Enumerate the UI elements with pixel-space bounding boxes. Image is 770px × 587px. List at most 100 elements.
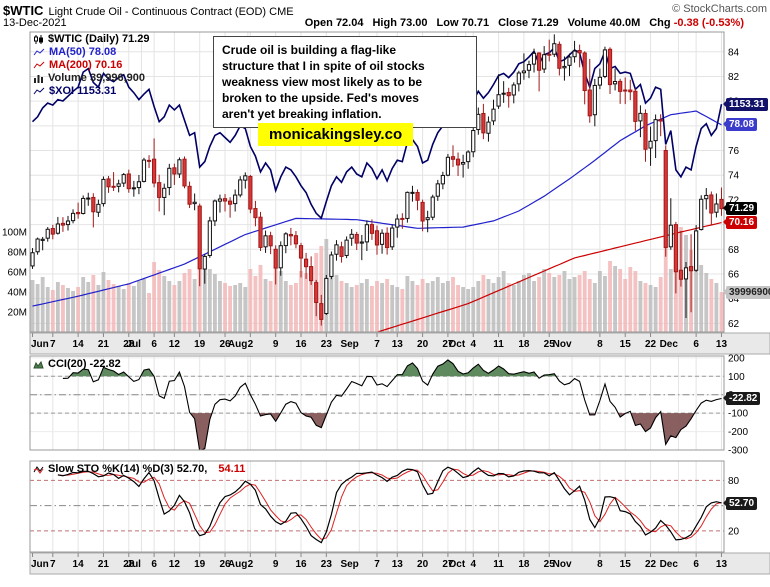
svg-text:6: 6 (693, 559, 699, 570)
legend-price[interactable]: $WTIC (Daily) 71.29 (33, 33, 149, 45)
svg-text:8: 8 (597, 559, 603, 570)
svg-text:18: 18 (518, 339, 530, 350)
sto-k-line (57, 466, 722, 544)
line-icon (33, 48, 45, 57)
svg-text:26: 26 (219, 339, 231, 350)
svg-text:11: 11 (493, 559, 504, 570)
date-axis: JunJun77141421212828JulJul66121219192626… (29, 332, 770, 575)
annotation-line: Crude oil is building a flag-like (222, 43, 397, 57)
stockcharts-copyright-link[interactable]: © StockCharts.com (672, 3, 767, 15)
svg-text:100M: 100M (2, 228, 27, 239)
svg-text:15: 15 (620, 339, 632, 350)
quote-bar: 13-Dec-2021 Open 72.04 High 73.00 Low 70… (3, 17, 744, 29)
quote-close: Close 71.29 (498, 17, 559, 29)
svg-text:Jul: Jul (127, 559, 142, 570)
line-icon (33, 61, 45, 70)
cci-icon (33, 360, 44, 369)
line-icon (33, 87, 45, 96)
sto-d-line (57, 468, 722, 540)
ma50-line (32, 110, 722, 307)
svg-text:27: 27 (442, 559, 454, 570)
svg-text:23: 23 (321, 339, 333, 350)
svg-text:4: 4 (470, 339, 476, 350)
edge-label: -22.82 (723, 392, 761, 405)
chart-date: 13-Dec-2021 (3, 17, 67, 29)
cci-line (62, 359, 722, 450)
svg-text:13: 13 (392, 559, 404, 570)
svg-text:7: 7 (374, 559, 380, 570)
svg-text:20: 20 (417, 559, 429, 570)
symbol-label: $WTIC (3, 3, 44, 18)
svg-text:14: 14 (73, 559, 85, 570)
chart-title: Light Crude Oil - Continuous Contract (E… (48, 6, 294, 18)
edge-label: 71.29 (723, 202, 758, 215)
svg-text:76: 76 (728, 146, 740, 157)
svg-text:82: 82 (728, 72, 740, 83)
svg-text:Jul: Jul (127, 339, 142, 350)
svg-text:13: 13 (392, 339, 404, 350)
svg-text:-300: -300 (728, 446, 748, 457)
svg-text:Oct: Oct (449, 559, 466, 570)
edge-label: 52.70 (723, 497, 758, 510)
annotation-line: weakness view most likely as to be (222, 75, 423, 89)
svg-text:Oct: Oct (449, 339, 466, 350)
legend-cci[interactable]: CCI(20) -22.82 (33, 358, 121, 370)
svg-text:19: 19 (194, 339, 206, 350)
ma200-line (375, 222, 722, 332)
legend-ma200[interactable]: MA(200) 70.16 (33, 59, 122, 71)
histogram-icon (33, 74, 44, 83)
svg-text:21: 21 (98, 339, 110, 350)
svg-text:Sep: Sep (340, 559, 358, 570)
svg-text:18: 18 (518, 559, 530, 570)
svg-text:64: 64 (728, 294, 740, 305)
svg-text:Dec: Dec (660, 339, 679, 350)
quote-change: Chg -0.38 (-0.53%) (649, 17, 744, 29)
svg-text:7: 7 (374, 339, 380, 350)
svg-text:74: 74 (728, 171, 740, 182)
quote-volume: Volume 40.0M (567, 17, 641, 29)
legend-ma50[interactable]: MA(50) 78.08 (33, 46, 116, 58)
svg-text:20: 20 (728, 526, 740, 537)
legend-sto[interactable]: Slow STO %K(14) %D(3) 52.70, 54.11 (33, 463, 245, 475)
svg-text:23: 23 (321, 559, 333, 570)
svg-text:16: 16 (295, 559, 307, 570)
edge-label: 39996900 (723, 286, 770, 299)
svg-text:72: 72 (728, 195, 740, 206)
svg-text:22: 22 (645, 559, 657, 570)
annotation-line: structure that I in spite of oil stocks (222, 59, 425, 73)
legend-xoi[interactable]: $XOI 1153.31 (33, 85, 116, 97)
candlestick-icon (33, 34, 44, 45)
svg-text:7: 7 (50, 339, 56, 350)
svg-text:19: 19 (194, 559, 206, 570)
svg-text:66: 66 (728, 269, 740, 280)
svg-text:15: 15 (620, 559, 632, 570)
volume-bars (30, 220, 724, 332)
svg-text:Sep: Sep (340, 339, 358, 350)
svg-text:7: 7 (50, 559, 56, 570)
svg-text:2: 2 (248, 339, 254, 350)
svg-text:25: 25 (544, 339, 556, 350)
candlesticks (30, 34, 724, 326)
edge-label: 78.08 (723, 118, 758, 131)
svg-text:6: 6 (151, 339, 157, 350)
svg-text:28: 28 (123, 339, 135, 350)
annotation-line: aren't yet breaking inflation. (222, 107, 382, 121)
quote-high: High 73.00 (372, 17, 428, 29)
svg-text:Nov: Nov (553, 559, 572, 570)
svg-text:8: 8 (597, 339, 603, 350)
legend-volume[interactable]: Volume 39,996,900 (33, 72, 145, 84)
svg-text:Aug: Aug (228, 559, 247, 570)
svg-text:62: 62 (728, 319, 740, 330)
svg-text:Aug: Aug (228, 339, 247, 350)
svg-text:14: 14 (73, 339, 85, 350)
svg-text:21: 21 (98, 559, 110, 570)
svg-text:6: 6 (151, 559, 157, 570)
svg-text:9: 9 (273, 559, 279, 570)
svg-text:84: 84 (728, 47, 740, 58)
svg-text:200: 200 (728, 353, 745, 364)
svg-text:40M: 40M (8, 288, 27, 299)
svg-text:80M: 80M (8, 248, 27, 259)
svg-text:Jun: Jun (31, 339, 49, 350)
